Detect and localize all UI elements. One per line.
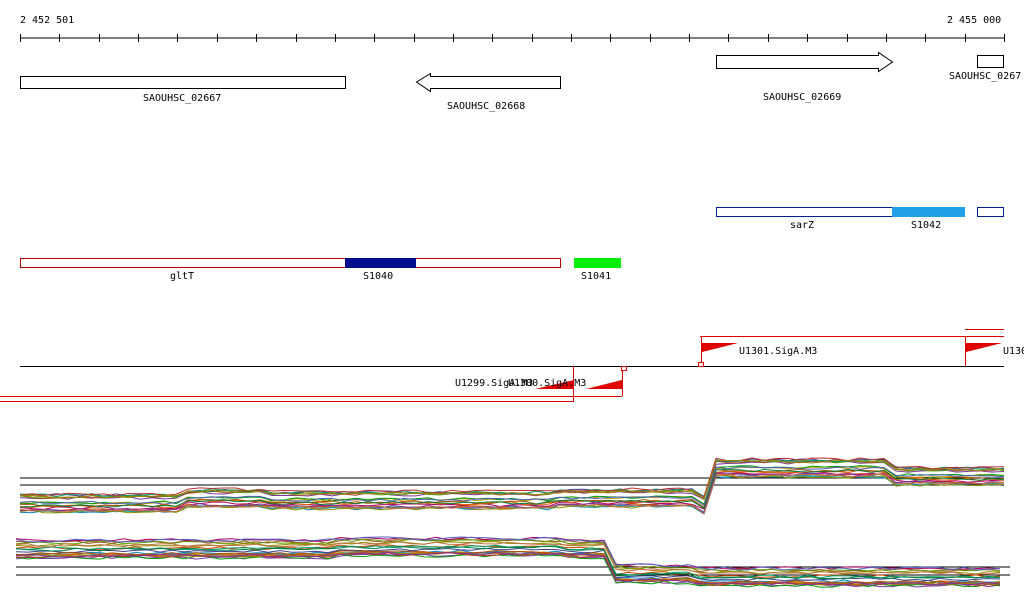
promoter-triangle[interactable] xyxy=(702,343,738,352)
promoter-marker[interactable] xyxy=(621,366,627,371)
promoter-label: U1301.SigA.M3 xyxy=(739,346,817,357)
expression-line xyxy=(19,459,1005,500)
expression-line xyxy=(15,551,1001,586)
gene-box[interactable] xyxy=(20,76,346,89)
gene-track: SAOUHSC_02667 SAOUHSC_02668 SAOUHSC_0266… xyxy=(20,51,1021,113)
expression-line xyxy=(15,536,1001,571)
expression-track-reverse xyxy=(15,536,1010,588)
s1040-feature[interactable] xyxy=(345,258,416,268)
expression-line xyxy=(19,471,1005,510)
gene-reverse-arrow[interactable] xyxy=(415,72,561,93)
promoter-triangle[interactable] xyxy=(535,380,574,389)
gene-label: SAOUHSC_02667 xyxy=(143,93,221,104)
expression-line xyxy=(15,551,1001,586)
gene-feature[interactable]: SAOUHSC_02668 xyxy=(415,72,561,113)
gene-label: SAOUHSC_02669 xyxy=(763,92,841,103)
gene-box[interactable] xyxy=(977,55,1004,68)
sarz-label: sarZ xyxy=(790,220,814,231)
promoter-label: U1299.SigA.M3 xyxy=(455,378,533,389)
expression-line xyxy=(19,457,1005,498)
red-annotation-track: gltT S1040 S1041 xyxy=(20,258,621,282)
gene-forward-arrow[interactable] xyxy=(716,51,894,73)
expression-line xyxy=(15,553,1001,588)
ruler-start-label: 2 452 501 xyxy=(20,15,74,26)
gene-label: SAOUHSC_02668 xyxy=(447,101,525,112)
coordinate-ruler: 2 452 501 2 455 000 xyxy=(20,15,1005,42)
promoter-triangle[interactable] xyxy=(586,380,622,389)
expression-line xyxy=(19,473,1005,515)
expression-line xyxy=(15,541,1001,576)
promoter-track: U1299.SigA.M3 U1300.SigA.M3 U1301.SigA.M… xyxy=(0,329,1024,402)
sarz-feature[interactable] xyxy=(716,207,893,217)
gene-feature[interactable]: SAOUHSC_02667 xyxy=(20,76,346,105)
s1040-label: S1040 xyxy=(363,271,393,282)
promoter-triangle[interactable] xyxy=(966,343,1002,352)
s1042-label: S1042 xyxy=(911,220,941,231)
expression-line xyxy=(19,474,1005,514)
gltt-feature[interactable] xyxy=(20,258,561,268)
small-blue-feature[interactable] xyxy=(977,207,1004,217)
promoter-label: U130 xyxy=(1003,346,1024,357)
promoter-marker[interactable] xyxy=(698,362,704,367)
ruler-end-label: 2 455 000 xyxy=(947,15,1001,26)
blue-annotation-track: sarZ S1042 xyxy=(716,207,1004,231)
gene-feature[interactable]: SAOUHSC_0267 xyxy=(949,55,1021,83)
expression-track-forward xyxy=(19,457,1005,515)
expression-line xyxy=(15,549,1001,584)
expression-line xyxy=(15,553,1001,588)
expression-line xyxy=(15,545,1001,580)
gene-feature[interactable]: SAOUHSC_02669 xyxy=(716,51,894,104)
ruler-ticks xyxy=(20,34,1005,42)
gene-label: SAOUHSC_0267 xyxy=(949,71,1021,82)
gltt-label: gltT xyxy=(170,271,194,282)
s1042-feature[interactable] xyxy=(892,207,965,217)
s1041-label: S1041 xyxy=(581,271,611,282)
promoter-label: U1300.SigA.M3 xyxy=(508,378,586,389)
s1041-feature[interactable] xyxy=(574,258,621,268)
expression-line xyxy=(20,468,1005,509)
expression-line xyxy=(19,466,1005,506)
